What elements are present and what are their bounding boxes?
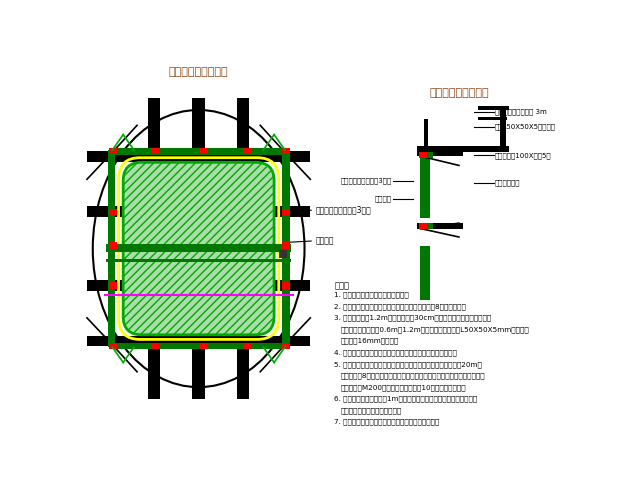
Bar — [87, 206, 310, 217]
Bar — [417, 151, 463, 156]
Bar — [87, 280, 310, 291]
Bar — [151, 343, 159, 349]
Text: 直角弯头（8时槽钢），直接插入模板顶反水平管带内侧，斜杆在放道模板: 直角弯头（8时槽钢），直接插入模板顶反水平管带内侧，斜杆在放道模板 — [340, 372, 485, 379]
Bar — [282, 242, 289, 249]
Text: 作业平台断面示意图: 作业平台断面示意图 — [429, 88, 489, 98]
Bar — [200, 343, 208, 349]
Bar — [280, 250, 287, 258]
Text: 1. 图中标注的数据均以毫米单位计。: 1. 图中标注的数据均以毫米单位计。 — [334, 292, 409, 298]
Text: 2. 搭身成工作业平台采用三角形中握支架，压衬为8时槽钢制作。: 2. 搭身成工作业平台采用三角形中握支架，压衬为8时槽钢制作。 — [334, 303, 466, 310]
Text: 6. 支架竣缝间距应不大于1m。双排扣手既采用横档，既的间端与支架: 6. 支架竣缝间距应不大于1m。双排扣手既采用横档，既的间端与支架 — [334, 396, 477, 402]
Text: 老用直径16mm的圆钢。: 老用直径16mm的圆钢。 — [340, 338, 399, 345]
Bar — [427, 152, 433, 158]
Bar — [478, 106, 509, 110]
Text: 5. 中握支架与搭身模板的连接力式，支架水平构件模板端预留有20m长: 5. 中握支架与搭身模板的连接力式，支架水平构件模板端预留有20m长 — [334, 361, 482, 368]
Text: 中握主架（100X对钢5）: 中握主架（100X对钢5） — [495, 152, 552, 159]
Text: 7. 防护栏杆内侧及作业平台底部出挡板板成防护用。: 7. 防护栏杆内侧及作业平台底部出挡板板成防护用。 — [334, 419, 440, 425]
Bar — [109, 148, 117, 154]
Bar — [237, 98, 250, 156]
Bar — [109, 242, 117, 249]
Bar — [417, 146, 509, 152]
Bar — [237, 341, 250, 399]
Text: 中握主架: 中握主架 — [316, 236, 334, 245]
Bar — [420, 152, 429, 218]
Bar — [478, 117, 508, 120]
Text: 4. 单个中握支架的各个构件及护栏立柱均采用闭路连接力丸。: 4. 单个中握支架的各个构件及护栏立柱均采用闭路连接力丸。 — [334, 349, 457, 356]
Bar — [282, 148, 289, 154]
Bar — [193, 98, 205, 156]
Bar — [113, 150, 285, 347]
Bar — [151, 148, 159, 154]
Text: 作业平台平面示意图: 作业平台平面示意图 — [169, 67, 228, 77]
FancyBboxPatch shape — [123, 162, 274, 335]
Text: 圆管老，高度分别为0.6m和1.2m。栏杆压材为：立柱L50X50X5mm角钢，圆: 圆管老，高度分别为0.6m和1.2m。栏杆压材为：立柱L50X50X5mm角钢，… — [340, 326, 529, 333]
Bar — [282, 282, 289, 288]
Bar — [243, 148, 251, 154]
Bar — [109, 282, 117, 288]
Bar — [148, 98, 160, 156]
Bar — [427, 223, 433, 229]
Bar — [113, 148, 285, 155]
Text: 防护装置尺寸见说明 3m: 防护装置尺寸见说明 3m — [495, 108, 547, 115]
Text: 说明：: 说明： — [334, 281, 349, 290]
Bar — [113, 343, 285, 348]
Bar — [193, 341, 205, 399]
Bar — [109, 343, 117, 349]
Bar — [87, 151, 310, 162]
Text: 端端过用距M200高压螺栓与模板面向10时槽钢的动连接。: 端端过用距M200高压螺栓与模板面向10时槽钢的动连接。 — [340, 384, 466, 391]
Bar — [243, 343, 251, 349]
Bar — [424, 119, 428, 148]
Bar — [106, 244, 291, 252]
Text: 护栏装置（见说明第3段）: 护栏装置（见说明第3段） — [316, 205, 371, 215]
Bar — [419, 223, 427, 229]
Bar — [500, 108, 506, 150]
Bar — [419, 152, 427, 158]
Bar — [282, 208, 289, 215]
Bar — [87, 336, 310, 347]
Bar — [282, 150, 289, 347]
Text: 连接车固，严禁有挑头既现象。: 连接车固，严禁有挑头既现象。 — [340, 407, 401, 414]
Text: 3. 支架外侧设置1.2m高防护栏杆和30cm高踢脚板，双排防护栏杆设用: 3. 支架外侧设置1.2m高防护栏杆和30cm高踢脚板，双排防护栏杆设用 — [334, 315, 492, 322]
Bar — [109, 208, 117, 215]
Bar — [417, 223, 463, 228]
Text: 护栏装置（见说明第3段）: 护栏装置（见说明第3段） — [340, 178, 392, 184]
Bar — [420, 246, 429, 300]
Bar — [282, 343, 289, 349]
Text: 中握主架: 中握主架 — [375, 195, 392, 202]
Bar — [106, 259, 291, 263]
Bar — [200, 148, 208, 154]
Bar — [108, 150, 115, 347]
Text: 出脚防护护栏: 出脚防护护栏 — [495, 180, 520, 186]
Bar — [148, 341, 160, 399]
Text: 角钢L50X50X5护栏主架: 角钢L50X50X5护栏主架 — [495, 123, 556, 130]
